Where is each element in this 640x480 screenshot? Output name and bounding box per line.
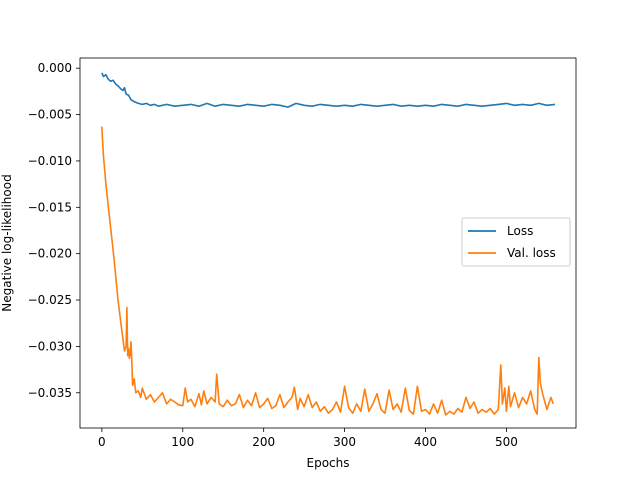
legend: Loss Val. loss: [461, 217, 571, 267]
legend-frame: [461, 217, 571, 267]
series-line-loss: [101, 72, 556, 108]
x-tick-label: 0: [98, 435, 106, 449]
y-axis-ticks: 0.000 −0.005 −0.010 −0.015 −0.020 −0.025 −0.03…: [28, 61, 80, 400]
y-tick-label: −0.020: [28, 247, 72, 261]
legend-label-val-loss: Val. loss: [507, 246, 556, 260]
y-axis-label: Negative log-likelihood: [0, 174, 14, 311]
series-line-val-loss: [101, 126, 555, 416]
axes-frame: [79, 57, 577, 429]
y-tick-label: −0.035: [28, 386, 72, 400]
y-tick-label: −0.005: [28, 108, 72, 122]
y-tick-label: −0.025: [28, 293, 72, 307]
y-tick-label: −0.010: [28, 154, 72, 168]
x-axis-label: Epochs: [307, 456, 350, 470]
x-tick-label: 400: [414, 435, 437, 449]
series-layer: [101, 72, 556, 416]
legend-label-loss: Loss: [507, 224, 533, 238]
y-tick-label: −0.030: [28, 339, 72, 353]
y-tick-label: 0.000: [38, 61, 72, 75]
y-tick-label: −0.015: [28, 200, 72, 214]
x-tick-label: 100: [171, 435, 194, 449]
x-tick-label: 300: [333, 435, 356, 449]
x-axis-ticks: 0 100 200 300 400 500: [98, 428, 518, 449]
x-tick-label: 200: [252, 435, 275, 449]
x-tick-label: 500: [495, 435, 518, 449]
